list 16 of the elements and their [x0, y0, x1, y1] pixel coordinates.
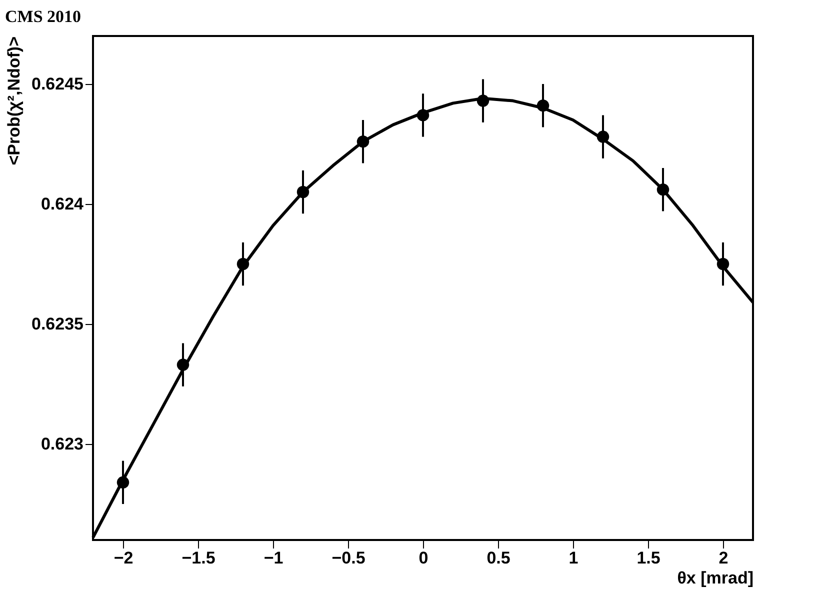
- y-tick-label: 0.6235: [32, 314, 84, 334]
- y-tick-label: 0.623: [40, 434, 84, 454]
- x-tick-label: −1.5: [182, 548, 216, 568]
- x-tick-label: 0.5: [486, 548, 510, 568]
- x-tick-label: 1.5: [636, 548, 660, 568]
- x-tick-label: 2: [718, 548, 728, 568]
- y-tick-label: 0.624: [40, 194, 84, 214]
- chart-title: CMS 2010: [5, 7, 82, 26]
- x-tick-label: 0: [418, 548, 428, 568]
- x-tick-label: −1: [264, 548, 284, 568]
- x-axis-title: θx [mrad]: [677, 568, 754, 588]
- x-tick-label: 1: [568, 548, 578, 568]
- y-tick-label: 0.6245: [32, 74, 84, 94]
- y-axis-title: <Prob(χ²,Ndof)>: [4, 36, 24, 166]
- x-tick-label: −0.5: [332, 548, 366, 568]
- x-tick-label: −2: [114, 548, 134, 568]
